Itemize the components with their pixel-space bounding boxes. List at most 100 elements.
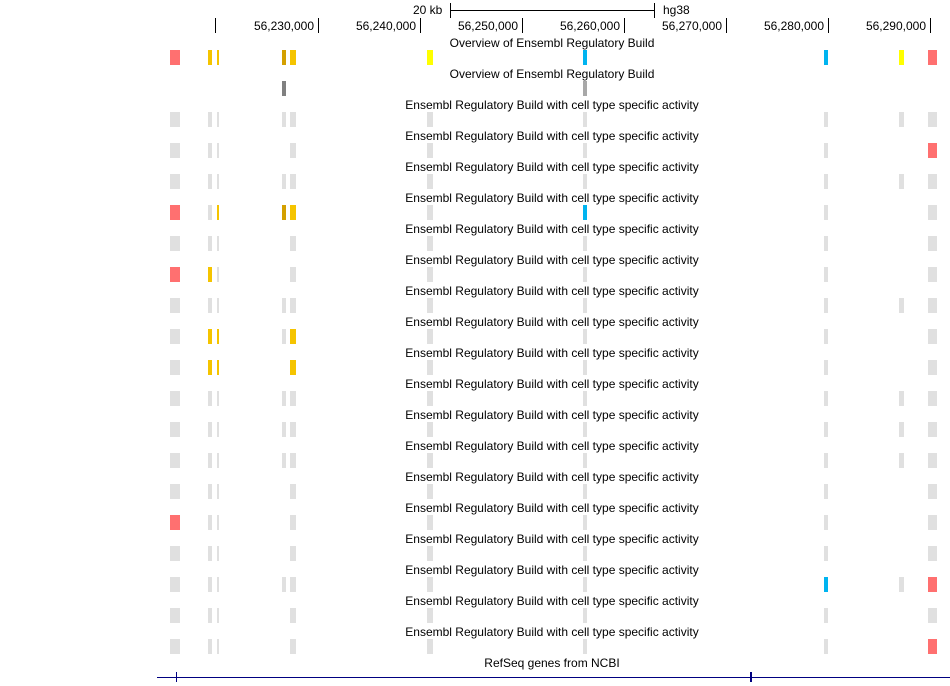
regulatory-feature[interactable] (282, 174, 286, 189)
regulatory-feature[interactable] (824, 143, 828, 158)
regulatory-feature[interactable] (217, 267, 219, 282)
regulatory-feature[interactable] (282, 453, 286, 468)
regulatory-feature[interactable] (290, 174, 296, 189)
regulatory-feature[interactable] (208, 205, 212, 220)
regulatory-feature[interactable] (290, 112, 296, 127)
track-label[interactable]: Ensembl Regulatory Build with cell type … (405, 470, 699, 484)
regulatory-feature[interactable] (824, 453, 828, 468)
regulatory-feature[interactable] (290, 391, 296, 406)
regulatory-feature[interactable] (824, 360, 828, 375)
regulatory-feature[interactable] (583, 329, 587, 344)
regulatory-feature[interactable] (290, 608, 296, 623)
regulatory-feature[interactable] (217, 391, 219, 406)
regulatory-feature[interactable] (928, 174, 937, 189)
regulatory-feature[interactable] (170, 422, 180, 437)
regulatory-feature[interactable] (208, 577, 212, 592)
regulatory-feature[interactable] (290, 329, 296, 344)
regulatory-feature[interactable] (170, 484, 180, 499)
regulatory-feature[interactable] (427, 515, 433, 530)
regulatory-feature[interactable] (290, 546, 296, 561)
regulatory-feature[interactable] (282, 205, 286, 220)
regulatory-feature[interactable] (928, 143, 937, 158)
regulatory-feature[interactable] (217, 546, 219, 561)
regulatory-feature[interactable] (583, 174, 587, 189)
track-label[interactable]: Ensembl Regulatory Build with cell type … (405, 563, 699, 577)
track-label[interactable]: Ensembl Regulatory Build with cell type … (405, 377, 699, 391)
regulatory-feature[interactable] (208, 112, 212, 127)
regulatory-feature[interactable] (170, 298, 180, 313)
regulatory-feature[interactable] (427, 205, 433, 220)
track-label-refseq[interactable]: RefSeq genes from NCBI (484, 656, 620, 670)
regulatory-feature[interactable] (170, 174, 180, 189)
regulatory-feature[interactable] (217, 515, 219, 530)
regulatory-feature[interactable] (217, 143, 219, 158)
regulatory-feature[interactable] (217, 360, 219, 375)
track-label[interactable]: Ensembl Regulatory Build with cell type … (405, 253, 699, 267)
regulatory-feature[interactable] (427, 112, 433, 127)
track-label[interactable]: Ensembl Regulatory Build with cell type … (405, 346, 699, 360)
regulatory-feature[interactable] (170, 329, 180, 344)
regulatory-feature[interactable] (427, 236, 433, 251)
regulatory-feature[interactable] (824, 546, 828, 561)
track-label[interactable]: Ensembl Regulatory Build with cell type … (405, 284, 699, 298)
track-label[interactable]: Ensembl Regulatory Build with cell type … (405, 625, 699, 639)
regulatory-feature[interactable] (208, 50, 212, 65)
regulatory-feature[interactable] (290, 143, 296, 158)
regulatory-feature[interactable] (824, 484, 828, 499)
regulatory-feature[interactable] (208, 608, 212, 623)
regulatory-feature[interactable] (427, 577, 433, 592)
regulatory-feature[interactable] (290, 298, 296, 313)
regulatory-feature[interactable] (427, 391, 433, 406)
regulatory-feature[interactable] (217, 205, 219, 220)
regulatory-feature[interactable] (583, 360, 587, 375)
regulatory-feature[interactable] (899, 422, 904, 437)
regulatory-feature[interactable] (282, 81, 286, 96)
regulatory-feature[interactable] (170, 453, 180, 468)
regulatory-feature[interactable] (824, 298, 828, 313)
regulatory-feature[interactable] (290, 360, 296, 375)
regulatory-feature[interactable] (290, 205, 296, 220)
regulatory-feature[interactable] (170, 267, 180, 282)
gene-line[interactable] (157, 677, 950, 678)
regulatory-feature[interactable] (427, 329, 433, 344)
regulatory-feature[interactable] (928, 484, 937, 499)
regulatory-feature[interactable] (824, 515, 828, 530)
track-label[interactable]: Overview of Ensembl Regulatory Build (449, 36, 655, 50)
regulatory-feature[interactable] (928, 546, 937, 561)
regulatory-feature[interactable] (427, 546, 433, 561)
regulatory-feature[interactable] (928, 267, 937, 282)
regulatory-feature[interactable] (427, 50, 433, 65)
regulatory-feature[interactable] (824, 577, 828, 592)
regulatory-feature[interactable] (824, 329, 828, 344)
track-label[interactable]: Ensembl Regulatory Build with cell type … (405, 98, 699, 112)
regulatory-feature[interactable] (208, 639, 212, 654)
regulatory-feature[interactable] (208, 143, 212, 158)
regulatory-feature[interactable] (427, 422, 433, 437)
regulatory-feature[interactable] (928, 298, 937, 313)
regulatory-feature[interactable] (170, 391, 180, 406)
regulatory-feature[interactable] (282, 329, 286, 344)
regulatory-feature[interactable] (583, 143, 587, 158)
regulatory-feature[interactable] (928, 205, 937, 220)
regulatory-feature[interactable] (208, 298, 212, 313)
regulatory-feature[interactable] (899, 453, 904, 468)
regulatory-feature[interactable] (427, 608, 433, 623)
regulatory-feature[interactable] (583, 236, 587, 251)
regulatory-feature[interactable] (583, 391, 587, 406)
regulatory-feature[interactable] (170, 577, 180, 592)
regulatory-feature[interactable] (899, 577, 904, 592)
regulatory-feature[interactable] (217, 236, 219, 251)
regulatory-feature[interactable] (208, 546, 212, 561)
track-label[interactable]: Ensembl Regulatory Build with cell type … (405, 594, 699, 608)
track-label[interactable]: Ensembl Regulatory Build with cell type … (405, 439, 699, 453)
regulatory-feature[interactable] (824, 112, 828, 127)
regulatory-feature[interactable] (217, 298, 219, 313)
track-label[interactable]: Ensembl Regulatory Build with cell type … (405, 315, 699, 329)
regulatory-feature[interactable] (170, 205, 180, 220)
regulatory-feature[interactable] (170, 112, 180, 127)
regulatory-feature[interactable] (583, 546, 587, 561)
regulatory-feature[interactable] (928, 515, 937, 530)
regulatory-feature[interactable] (217, 639, 219, 654)
regulatory-feature[interactable] (899, 174, 904, 189)
